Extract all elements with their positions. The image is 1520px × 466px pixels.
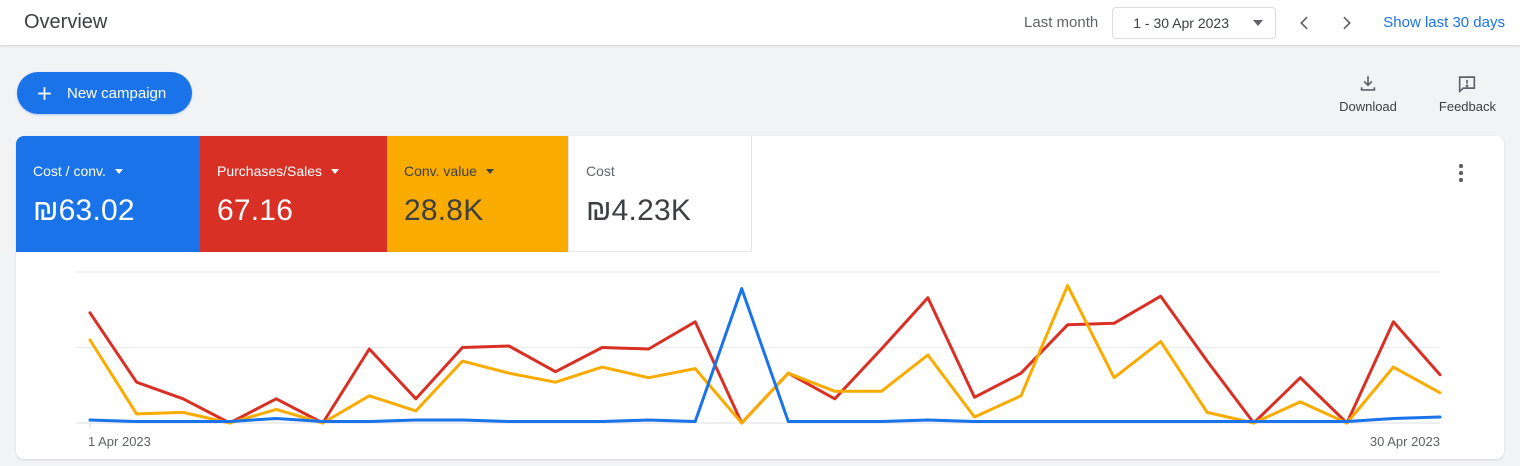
metric-label: Cost / conv. — [33, 163, 106, 179]
date-range-selector[interactable]: 1 - 30 Apr 2023 — [1112, 6, 1277, 39]
feedback-icon — [1459, 75, 1476, 93]
metric-card-conv-value[interactable]: Conv. value 28.8K — [387, 136, 568, 252]
chevron-down-icon[interactable] — [485, 168, 494, 174]
metric-label: Purchases/Sales — [217, 163, 323, 179]
feedback-button[interactable]: Feedback — [1439, 73, 1496, 114]
metric-card-cost[interactable]: Cost ₪4.23K — [568, 136, 752, 252]
metric-card-cost-per-conv[interactable]: Cost / conv. ₪63.02 — [16, 136, 200, 252]
date-range-preset-label: Last month — [1024, 14, 1099, 31]
new-campaign-button[interactable]: New campaign — [17, 72, 193, 114]
x-axis-end-label: 30 Apr 2023 — [1369, 434, 1440, 449]
toolbar: New campaign Download Feedback — [17, 72, 1496, 114]
previous-period-button[interactable] — [1293, 11, 1317, 35]
chevron-down-icon[interactable] — [331, 168, 340, 174]
metric-value: ₪4.23K — [586, 194, 692, 227]
x-axis-start-label: 1 Apr 2023 — [88, 434, 151, 449]
chevron-down-icon — [1253, 19, 1264, 26]
page-header: Overview Last month 1 - 30 Apr 2023 Show… — [0, 0, 1520, 46]
kebab-menu-icon — [1459, 164, 1463, 168]
download-icon — [1360, 75, 1376, 91]
overview-panel: Cost / conv. ₪63.02 Purchases/Sales 67.1… — [16, 136, 1504, 459]
feedback-label: Feedback — [1438, 98, 1496, 114]
metric-label: Cost — [586, 163, 615, 179]
chevron-right-icon — [1343, 16, 1352, 29]
date-range-value: 1 - 30 Apr 2023 — [1133, 14, 1229, 31]
show-last-30-days-link[interactable]: Show last 30 days — [1383, 14, 1505, 31]
chevron-left-icon — [1300, 16, 1308, 29]
chart-svg — [76, 271, 1442, 428]
metric-cards: Cost / conv. ₪63.02 Purchases/Sales 67.1… — [16, 136, 1504, 252]
new-campaign-label: New campaign — [67, 84, 167, 102]
metric-value: ₪63.02 — [33, 194, 135, 227]
download-label: Download — [1339, 98, 1397, 114]
metric-label: Conv. value — [404, 163, 477, 179]
more-options-button[interactable] — [1452, 162, 1470, 184]
download-button[interactable]: Download — [1339, 73, 1397, 114]
time-series-chart[interactable]: 1 Apr 2023 30 Apr 2023 — [76, 264, 1442, 449]
metric-value: 28.8K — [404, 194, 484, 227]
metric-card-purchases-sales[interactable]: Purchases/Sales 67.16 — [200, 136, 387, 252]
page-title: Overview — [24, 11, 108, 33]
plus-icon — [38, 86, 51, 100]
metric-value: 67.16 — [217, 194, 294, 227]
next-period-button[interactable] — [1334, 11, 1358, 35]
chevron-down-icon[interactable] — [114, 168, 123, 174]
